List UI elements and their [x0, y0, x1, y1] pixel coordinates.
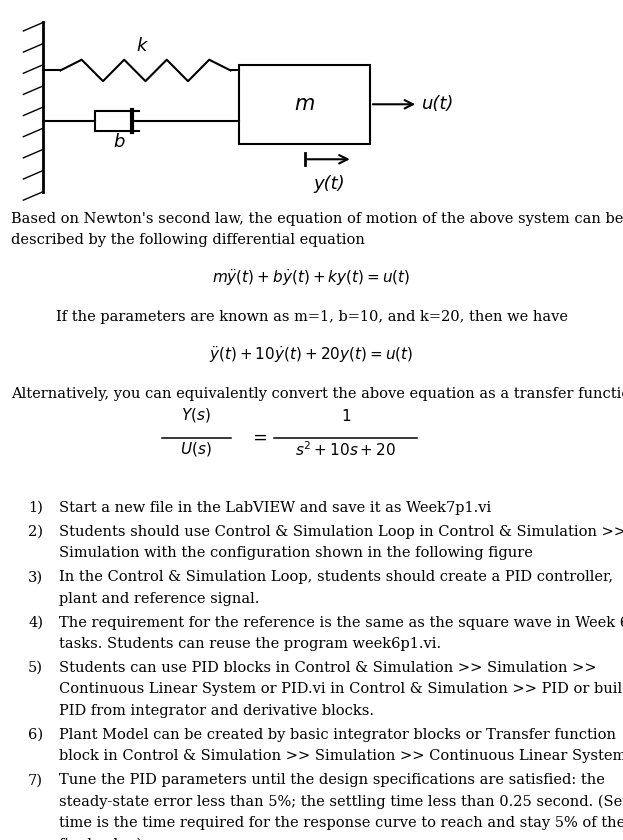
Text: PID from integrator and derivative blocks.: PID from integrator and derivative block…: [59, 704, 374, 718]
Text: $U(s)$: $U(s)$: [181, 440, 212, 458]
Text: Simulation with the configuration shown in the following figure: Simulation with the configuration shown …: [59, 546, 533, 560]
Text: u(t): u(t): [422, 95, 455, 113]
Text: 5): 5): [28, 661, 43, 675]
Text: plant and reference signal.: plant and reference signal.: [59, 591, 260, 606]
Text: Based on Newton's second law, the equation of motion of the above system can be: Based on Newton's second law, the equati…: [11, 212, 623, 226]
Text: $=$: $=$: [249, 428, 268, 446]
Text: $s^2 + 10s + 20$: $s^2 + 10s + 20$: [295, 440, 396, 459]
Text: Students should use Control & Simulation Loop in Control & Simulation >>: Students should use Control & Simulation…: [59, 525, 623, 538]
Text: m: m: [295, 94, 315, 114]
Text: Students can use PID blocks in Control & Simulation >> Simulation >>: Students can use PID blocks in Control &…: [59, 661, 597, 675]
Text: y(t): y(t): [313, 175, 345, 192]
Text: $\ddot{y}(t) + 10\dot{y}(t) + 20y(t) = u(t)$: $\ddot{y}(t) + 10\dot{y}(t) + 20y(t) = u…: [209, 344, 414, 365]
Text: Plant Model can be created by basic integrator blocks or Transfer function: Plant Model can be created by basic inte…: [59, 728, 616, 742]
Text: $1$: $1$: [341, 408, 351, 424]
Text: k: k: [136, 38, 146, 55]
Text: final value).: final value).: [59, 837, 147, 840]
Text: 2): 2): [28, 525, 43, 538]
Text: tasks. Students can reuse the program week6p1.vi.: tasks. Students can reuse the program we…: [59, 637, 441, 651]
Text: 7): 7): [28, 774, 43, 787]
Text: block in Control & Simulation >> Simulation >> Continuous Linear System.: block in Control & Simulation >> Simulat…: [59, 749, 623, 764]
Text: Tune the PID parameters until the design specifications are satisfied: the: Tune the PID parameters until the design…: [59, 774, 605, 787]
Text: 1): 1): [28, 501, 43, 515]
Text: $Y(s)$: $Y(s)$: [181, 407, 211, 424]
Text: 6): 6): [28, 728, 43, 742]
Text: time is the time required for the response curve to reach and stay 5% of the: time is the time required for the respon…: [59, 816, 623, 830]
Text: Continuous Linear System or PID.vi in Control & Simulation >> PID or build: Continuous Linear System or PID.vi in Co…: [59, 682, 623, 696]
Text: In the Control & Simulation Loop, students should create a PID controller,: In the Control & Simulation Loop, studen…: [59, 570, 613, 585]
Text: b: b: [113, 134, 125, 151]
Text: 4): 4): [28, 616, 43, 630]
Bar: [239, 65, 370, 144]
Text: The requirement for the reference is the same as the square wave in Week 6: The requirement for the reference is the…: [59, 616, 623, 630]
Text: described by the following differential equation: described by the following differential …: [11, 233, 365, 247]
Text: steady-state error less than 5%; the settling time less than 0.25 second. (Settl: steady-state error less than 5%; the set…: [59, 795, 623, 809]
Text: $m\ddot{y}(t) + b\dot{y}(t) + ky(t) = u(t)$: $m\ddot{y}(t) + b\dot{y}(t) + ky(t) = u(…: [212, 267, 411, 288]
Text: 3): 3): [28, 570, 43, 585]
Text: If the parameters are known as m=1, b=10, and k=20, then we have: If the parameters are known as m=1, b=10…: [55, 310, 568, 324]
Text: Start a new file in the LabVIEW and save it as Week7p1.vi: Start a new file in the LabVIEW and save…: [59, 501, 492, 515]
Text: Alternatively, you can equivalently convert the above equation as a transfer fun: Alternatively, you can equivalently conv…: [11, 387, 623, 402]
